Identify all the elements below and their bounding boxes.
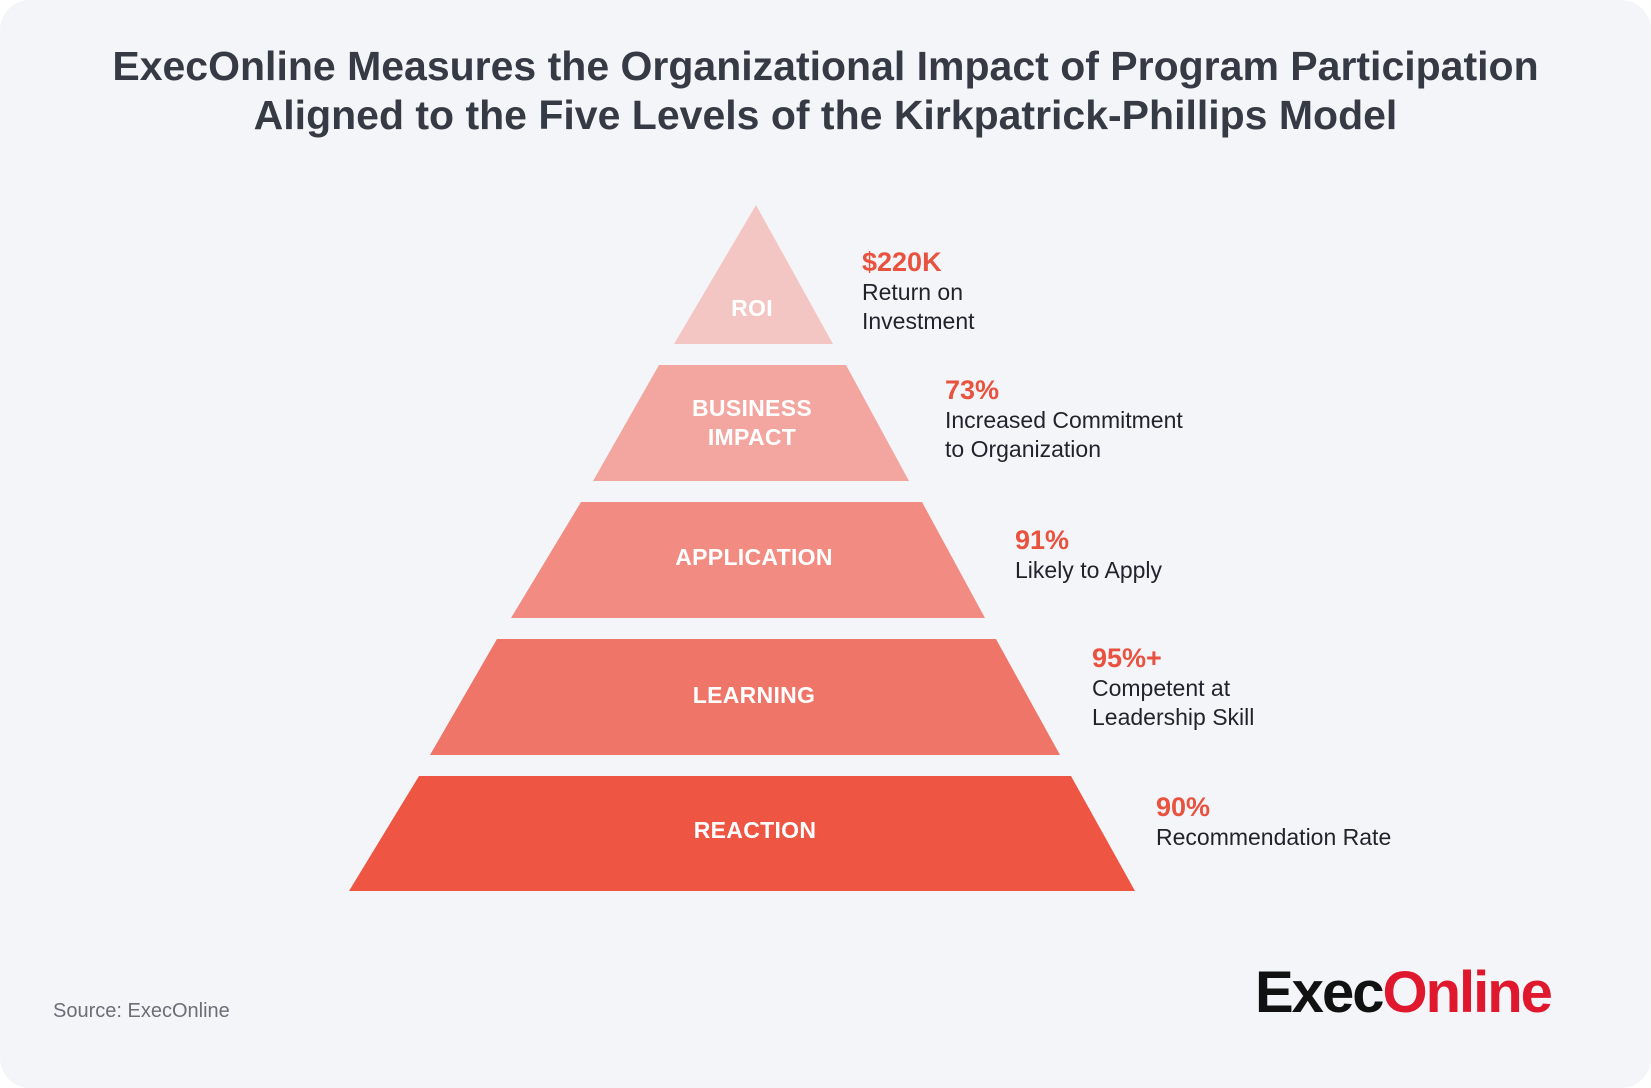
page-title: ExecOnline Measures the Organizational I… <box>0 42 1651 140</box>
stat-learning: 95%+ Competent at Leadership Skill <box>1092 643 1254 732</box>
stat-description: Return on Investment <box>862 279 975 334</box>
tier-label-business-impact: BUSINESS IMPACT <box>692 395 812 450</box>
tier-application-shape <box>511 502 985 618</box>
stat-reaction: 90% Recommendation Rate <box>1156 792 1391 852</box>
stat-description: Competent at Leadership Skill <box>1092 675 1255 730</box>
tier-learning-shape <box>430 639 1060 755</box>
logo-part-online: Online <box>1382 960 1552 1025</box>
title-line-1: ExecOnline Measures the Organizational I… <box>112 43 1539 89</box>
logo-part-exec: Exec <box>1255 960 1384 1025</box>
stat-business-impact: 73% Increased Commitment to Organization <box>945 375 1183 464</box>
stat-application: 91% Likely to Apply <box>1015 525 1162 585</box>
tier-label-reaction: REACTION <box>693 817 817 843</box>
stat-value: 90% <box>1156 792 1211 822</box>
tier-roi-shape <box>674 205 833 344</box>
stat-description: Increased Commitment to Organization <box>945 407 1183 462</box>
stat-description: Recommendation Rate <box>1156 824 1392 850</box>
stat-value: 91% <box>1015 525 1070 555</box>
tier-label-learning: LEARNING <box>692 682 816 708</box>
tier-label-roi: ROI <box>731 295 773 321</box>
stat-roi: $220K Return on Investment <box>862 247 975 336</box>
stat-value: 73% <box>945 375 1000 405</box>
title-line-2: Aligned to the Five Levels of the Kirkpa… <box>253 92 1398 138</box>
stat-value: 95%+ <box>1092 643 1162 673</box>
tier-reaction-shape <box>349 776 1135 891</box>
stat-value: $220K <box>862 247 942 277</box>
tier-label-application: APPLICATION <box>675 544 833 570</box>
execonline-logo: ExecOnline <box>1255 960 1553 1026</box>
tier-business-impact-shape <box>593 365 909 481</box>
stat-description: Likely to Apply <box>1015 557 1163 583</box>
source-note: Source: ExecOnline <box>53 1000 230 1022</box>
